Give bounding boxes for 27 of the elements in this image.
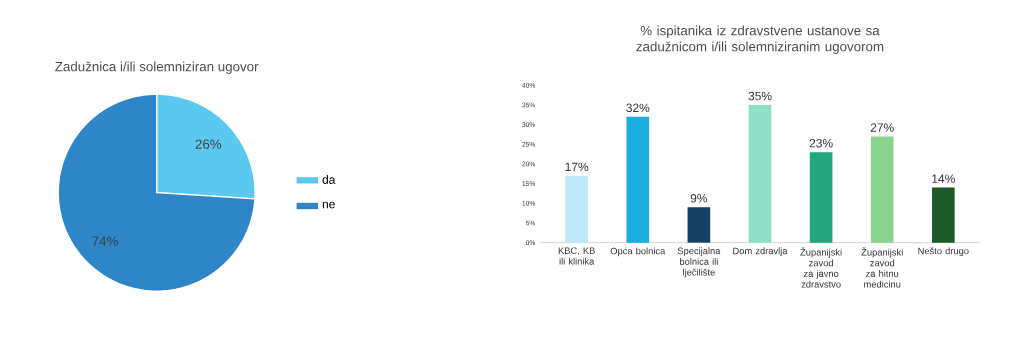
x-tick-label: Županijski zavod za javno zdravstvo (800, 247, 842, 288)
data-label: 17% (565, 162, 589, 172)
data-label: 14% (932, 174, 955, 183)
x-tick-label: Specijalna bolnica ili lječilište (677, 247, 721, 278)
bar (748, 104, 772, 243)
bar (932, 187, 955, 243)
x-tick-label: Županijski zavod za hitnu medicinu (861, 247, 903, 288)
legend-label: ne (322, 201, 335, 209)
data-label: 9% (690, 194, 708, 203)
data-label: 74% (92, 236, 118, 246)
bar (870, 136, 894, 243)
x-tick-label: KBC, KB ili klinika (558, 247, 595, 265)
chart-title: Zadužnica i/ili solemniziran ugovor (55, 61, 259, 74)
data-label: 32% (626, 103, 650, 113)
data-label: 23% (809, 138, 833, 148)
bar (687, 207, 711, 243)
chart-title: % ispitanika iz zdravstvene ustanove sa zadužnicom i/ili solemniziranim ugovorom (636, 25, 884, 54)
bar (809, 152, 833, 243)
data-label: 27% (870, 123, 894, 132)
x-tick-label: Dom zdravlja (733, 247, 788, 257)
x-tick-label: Nešto drugo (918, 247, 969, 257)
data-label: 35% (748, 91, 772, 101)
data-label: 26% (195, 139, 222, 149)
x-tick-label: Opća bolnica (610, 247, 666, 257)
bar (565, 175, 589, 243)
bar (626, 116, 650, 243)
legend-label: da (322, 175, 336, 184)
